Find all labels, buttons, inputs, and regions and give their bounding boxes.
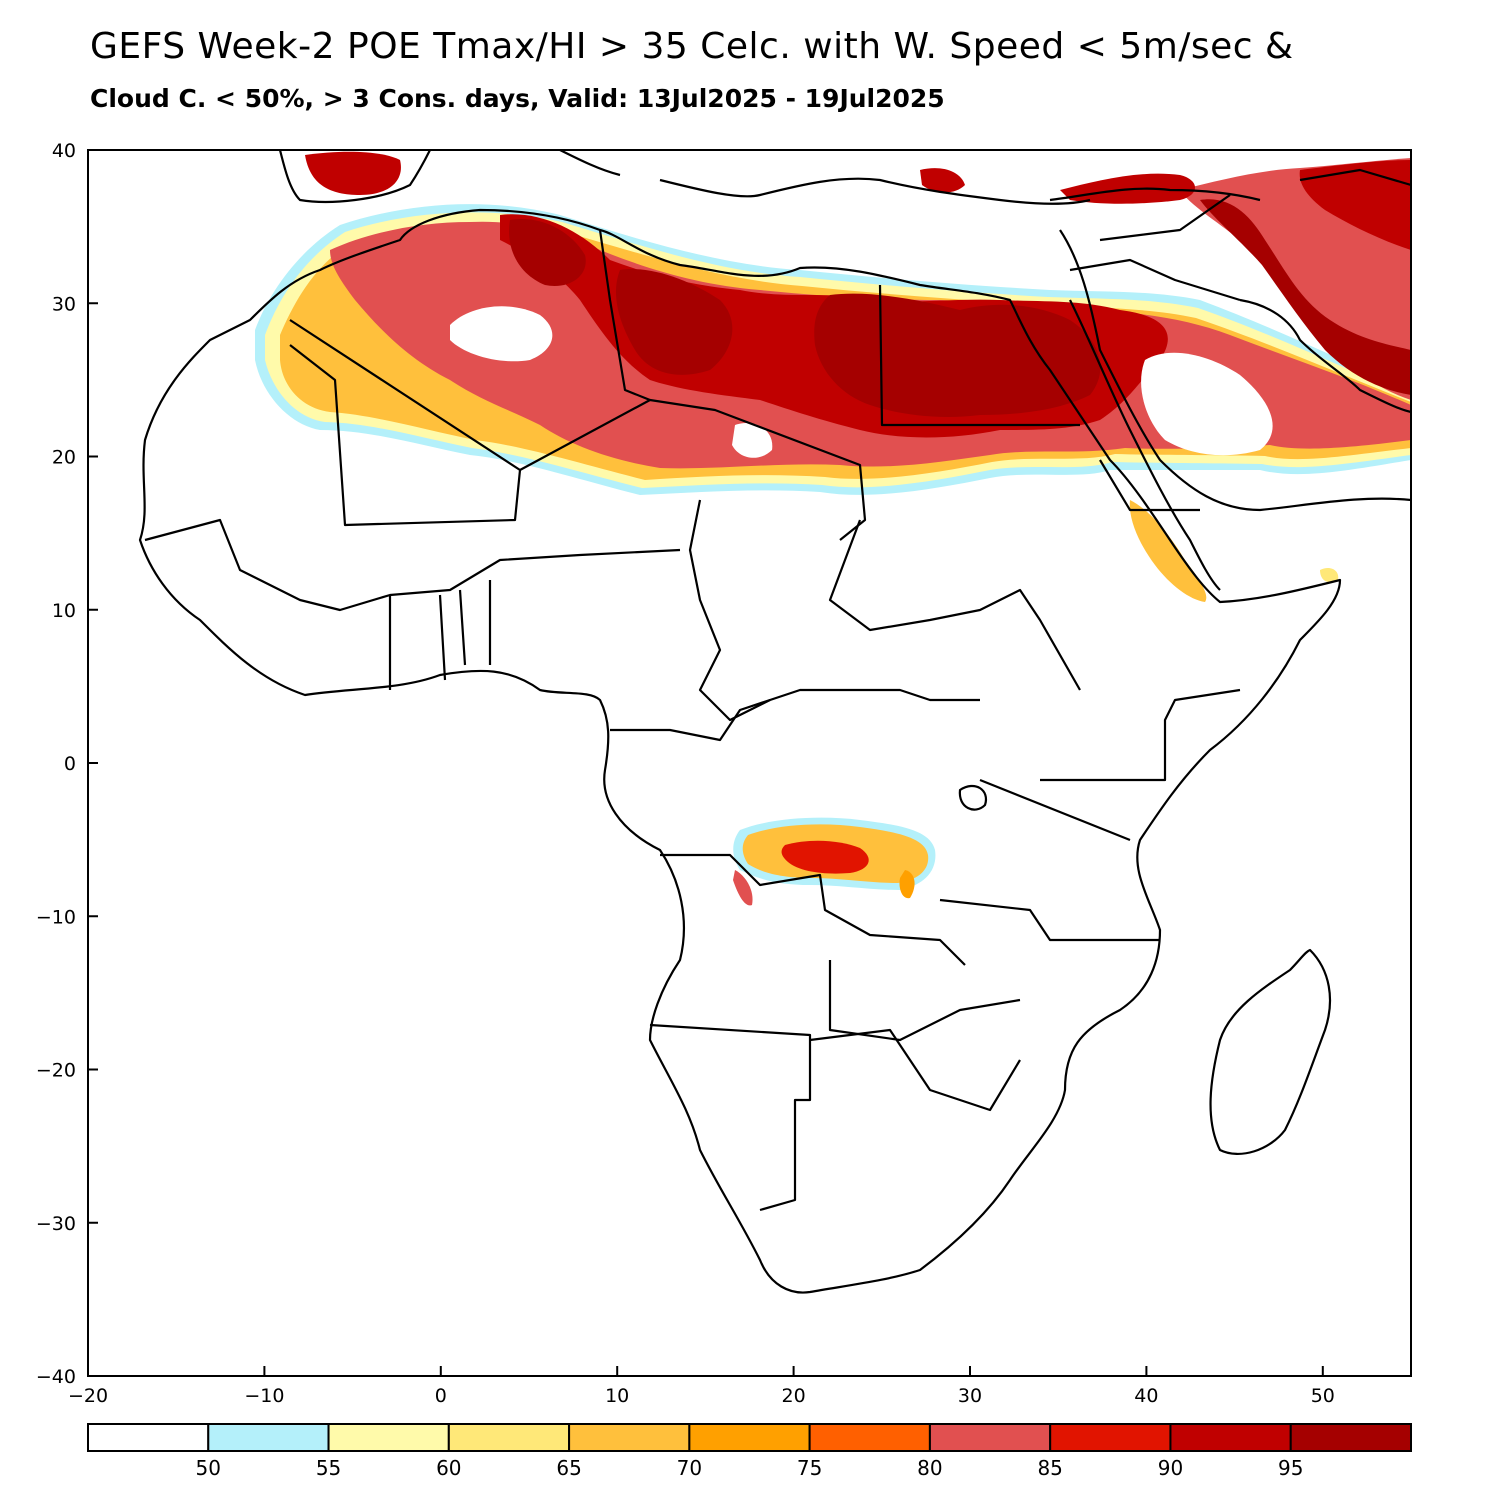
lon-tick-label: 40 bbox=[1134, 1385, 1158, 1407]
italy bbox=[559, 150, 621, 177]
shade-spain bbox=[305, 151, 401, 195]
border-8 bbox=[828, 960, 1021, 1042]
lat-tick-label: 20 bbox=[52, 447, 76, 469]
border-15 bbox=[1069, 258, 1241, 302]
border-18 bbox=[610, 698, 771, 742]
lat-tick-label: −40 bbox=[36, 1366, 76, 1388]
border-13 bbox=[939, 898, 1160, 942]
shade-congo-tail2 bbox=[899, 870, 915, 899]
shade-sahara-95b bbox=[615, 269, 733, 375]
mediterranean-north bbox=[659, 177, 1091, 205]
border-9 bbox=[649, 1023, 812, 1212]
lon-tick-label: −20 bbox=[68, 1385, 108, 1407]
colorbar-swatch bbox=[87, 1423, 210, 1452]
colorbar-label: 95 bbox=[1278, 1456, 1303, 1480]
lat-tick-label: 30 bbox=[52, 293, 76, 315]
colorbar-label: 85 bbox=[1037, 1456, 1062, 1480]
colorbar-swatch bbox=[568, 1423, 691, 1452]
turkey-coast bbox=[1049, 187, 1261, 202]
border-14 bbox=[1099, 194, 1231, 242]
latitude-axis: −40 −30 −20 −10 0 10 20 30 40 bbox=[36, 140, 98, 1388]
border-6 bbox=[688, 499, 980, 722]
africa-coastline bbox=[138, 208, 1342, 1294]
shade-yemen bbox=[1320, 568, 1339, 583]
lake-victoria bbox=[958, 784, 988, 811]
border-16 bbox=[144, 518, 681, 612]
lon-tick-label: 30 bbox=[958, 1385, 982, 1407]
map-subtitle: Cloud C. < 50%, > 3 Cons. days, Valid: 1… bbox=[90, 84, 945, 113]
border-5 bbox=[828, 519, 1081, 691]
lon-tick-label: 0 bbox=[435, 1385, 447, 1407]
border-11 bbox=[1040, 688, 1241, 782]
colorbar-swatch bbox=[928, 1423, 1052, 1452]
shade-iran-90 bbox=[1299, 160, 1411, 250]
lat-tick-label: 0 bbox=[64, 753, 76, 775]
border-17 bbox=[388, 580, 492, 690]
colorbar-swatch bbox=[808, 1423, 931, 1452]
colorbar-swatch bbox=[207, 1423, 330, 1452]
arabia-coastline bbox=[1059, 229, 1411, 512]
shade-congo-tail bbox=[733, 870, 753, 906]
iberia bbox=[278, 150, 431, 203]
colorbar-label: 65 bbox=[556, 1456, 581, 1480]
shade-greece bbox=[920, 168, 965, 193]
colorbar-label: 50 bbox=[196, 1456, 221, 1480]
border-7 bbox=[660, 853, 966, 966]
persian-gulf bbox=[1239, 298, 1411, 414]
border-3 bbox=[878, 284, 1080, 427]
colorbar-swatch bbox=[1049, 1423, 1172, 1452]
shade-iran-95 bbox=[1200, 199, 1411, 395]
probability-shading bbox=[255, 151, 1411, 906]
lat-tick-label: 10 bbox=[52, 600, 76, 622]
shade-sahara-95 bbox=[814, 293, 1101, 417]
colorbar-label: 60 bbox=[436, 1456, 461, 1480]
shade-sahara-95c bbox=[509, 219, 586, 286]
map-title: GEFS Week-2 POE Tmax/HI > 35 Celc. with … bbox=[90, 26, 1294, 67]
red-sea-east bbox=[1069, 299, 1221, 591]
shade-hole-2 bbox=[1141, 352, 1273, 456]
lat-tick-label: −10 bbox=[36, 906, 76, 928]
shade-hole-1 bbox=[450, 306, 553, 362]
madagascar bbox=[1209, 948, 1332, 1155]
lon-tick-label: −10 bbox=[244, 1385, 284, 1407]
colorbar-label: 75 bbox=[797, 1456, 822, 1480]
shade-red-sea-coast bbox=[1129, 500, 1207, 602]
coastlines-and-borders bbox=[138, 150, 1411, 1294]
border-19 bbox=[1099, 459, 1200, 512]
colorbar-swatch bbox=[1169, 1423, 1292, 1452]
border-12 bbox=[979, 778, 1131, 842]
lon-tick-label: 10 bbox=[605, 1385, 629, 1407]
border-2 bbox=[519, 398, 867, 541]
lon-tick-label: 50 bbox=[1311, 1385, 1335, 1407]
border-1 bbox=[289, 319, 522, 527]
colorbar-label: 70 bbox=[677, 1456, 702, 1480]
colorbar-swatch bbox=[688, 1423, 811, 1452]
lat-tick-label: −20 bbox=[36, 1060, 76, 1082]
colorbar-label: 80 bbox=[917, 1456, 942, 1480]
border-20 bbox=[1299, 168, 1411, 187]
colorbar-swatch bbox=[327, 1423, 450, 1452]
lat-tick-label: −30 bbox=[36, 1213, 76, 1235]
colorbar-swatch bbox=[1289, 1423, 1413, 1452]
border-4 bbox=[598, 229, 651, 402]
shade-hole-3 bbox=[732, 422, 773, 458]
longitude-axis: −20 −10 0 10 20 30 40 50 bbox=[68, 1366, 1335, 1407]
border-10 bbox=[809, 1028, 1021, 1112]
colorbar: 50 55 60 65 70 75 80 85 90 95 bbox=[87, 1423, 1413, 1480]
colorbar-label: 90 bbox=[1158, 1456, 1183, 1480]
colorbar-swatch bbox=[447, 1423, 571, 1452]
shade-congo-85 bbox=[781, 840, 869, 874]
lon-tick-label: 20 bbox=[782, 1385, 806, 1407]
lat-tick-label: 40 bbox=[52, 140, 76, 162]
colorbar-label: 55 bbox=[316, 1456, 341, 1480]
